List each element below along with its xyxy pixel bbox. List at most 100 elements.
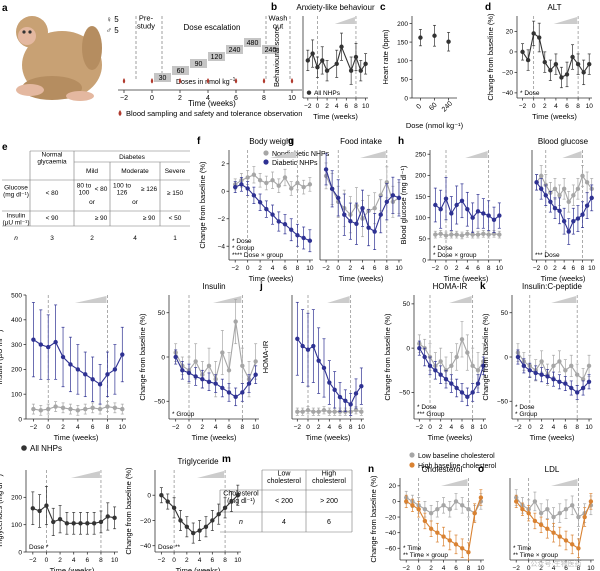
x-tick-label: 10: [306, 265, 314, 272]
legend-n-high-marker: [409, 462, 415, 468]
data-point: [466, 549, 471, 555]
data-point: [481, 231, 486, 236]
data-point: [321, 408, 327, 413]
data-point: [327, 409, 332, 414]
dose-step-box: [226, 45, 243, 54]
n-mild: 2: [90, 235, 94, 242]
data-point: [46, 344, 51, 350]
x-tick-label: 10: [586, 103, 594, 110]
data-point: [90, 377, 95, 382]
data-point: [443, 196, 449, 201]
legend-n: Low baseline cholesterol High baseline c…: [409, 452, 497, 470]
dose-step-label: 240: [229, 47, 241, 54]
x-tick-label: 2: [201, 424, 205, 431]
y-tick-label: −20: [140, 518, 151, 525]
blood-drop-marker: [234, 78, 238, 84]
data-point: [78, 521, 83, 526]
data-point: [570, 54, 575, 60]
data-point: [38, 408, 44, 413]
y-tick-label: 0: [504, 354, 508, 361]
data-point: [53, 404, 58, 409]
y-tick-label: 200: [11, 367, 22, 374]
h-normal: Normal glycaemia: [37, 151, 67, 165]
data-point: [97, 382, 103, 387]
data-point: [453, 542, 459, 547]
h-mild: Mild: [86, 168, 98, 175]
h-moderate: Moderate: [121, 168, 149, 175]
data-point: [561, 186, 567, 192]
x-tick-label: 0: [306, 424, 310, 431]
x-tick-label: 10: [588, 265, 596, 272]
data-point: [295, 233, 300, 238]
data-point: [257, 178, 263, 183]
data-point: [348, 68, 354, 73]
stat-annotation: * Group: [172, 411, 195, 418]
n-normal: 3: [50, 235, 54, 242]
data-point: [486, 232, 491, 237]
data-point: [295, 180, 300, 186]
dose-ramp-wedge: [74, 296, 107, 303]
timeline-tick-label: 8: [262, 95, 266, 102]
x-tick-label: 8: [296, 265, 300, 272]
x-axis-label: Time (weeks): [50, 566, 95, 571]
g-or1: or: [89, 199, 96, 206]
data-point: [372, 229, 377, 234]
data-point: [587, 61, 592, 67]
data-point: [438, 372, 443, 377]
x-tick-label: 2: [325, 103, 329, 110]
dose-step-box: [208, 52, 225, 61]
data-point: [433, 368, 438, 373]
panel-letter-c: c: [380, 2, 386, 13]
r-n: n: [14, 235, 18, 242]
data-point: [449, 211, 454, 216]
data-point: [428, 526, 434, 531]
data-point: [68, 362, 73, 367]
data-point: [353, 54, 359, 60]
data-point: [465, 350, 470, 355]
data-point: [51, 519, 56, 525]
x-tick-label: 4: [335, 103, 339, 110]
y-tick-label: 150: [397, 39, 408, 46]
data-point: [557, 208, 562, 214]
data-point: [537, 35, 542, 40]
data-point: [57, 517, 63, 522]
table-e-text: Normal glycaemia Diabetes Mild Moderate S…: [2, 151, 185, 242]
chart-title: Anxiety-like behaviour: [296, 3, 375, 12]
data-point: [75, 408, 81, 413]
data-point: [465, 394, 470, 400]
data-point: [159, 493, 164, 498]
data-point: [342, 212, 347, 217]
x-tick-label: 6: [460, 424, 464, 431]
y-axis-label: Change from baseline (%): [486, 13, 495, 101]
data-point: [481, 211, 486, 216]
data-point: [422, 507, 428, 512]
dose-ramp-wedge: [562, 151, 582, 158]
data-point: [470, 390, 475, 395]
x-tick-label: 2: [61, 424, 65, 431]
data-point: [44, 503, 49, 508]
x-tick-label: −2: [172, 424, 180, 431]
data-point: [193, 359, 198, 364]
data-point: [551, 530, 556, 535]
panel-letter-g: g: [288, 136, 294, 147]
chart-title: LDL: [545, 465, 560, 474]
x-tick-label: −2: [294, 424, 302, 431]
data-point: [295, 409, 300, 414]
data-point: [60, 405, 66, 411]
data-point: [526, 510, 531, 516]
data-point: [460, 503, 465, 508]
data-point: [520, 49, 525, 55]
m-v-high: > 200: [320, 498, 338, 505]
m-n-low: 4: [282, 519, 286, 526]
y-axis-label: Change from baseline (%): [369, 475, 378, 563]
stat-annotation: *** Group: [417, 411, 445, 418]
legend-f: Nondiabetic NHPs Diabetic NHPs: [263, 150, 330, 167]
data-point: [233, 184, 238, 190]
data-point: [31, 337, 36, 342]
dose-ramp-wedge: [553, 17, 578, 24]
r-glucose: Glucose (mg dl⁻¹): [3, 184, 29, 198]
x-tick-label: −2: [416, 424, 424, 431]
data-point: [83, 406, 88, 412]
series-diabetic-nhps: [515, 349, 592, 400]
